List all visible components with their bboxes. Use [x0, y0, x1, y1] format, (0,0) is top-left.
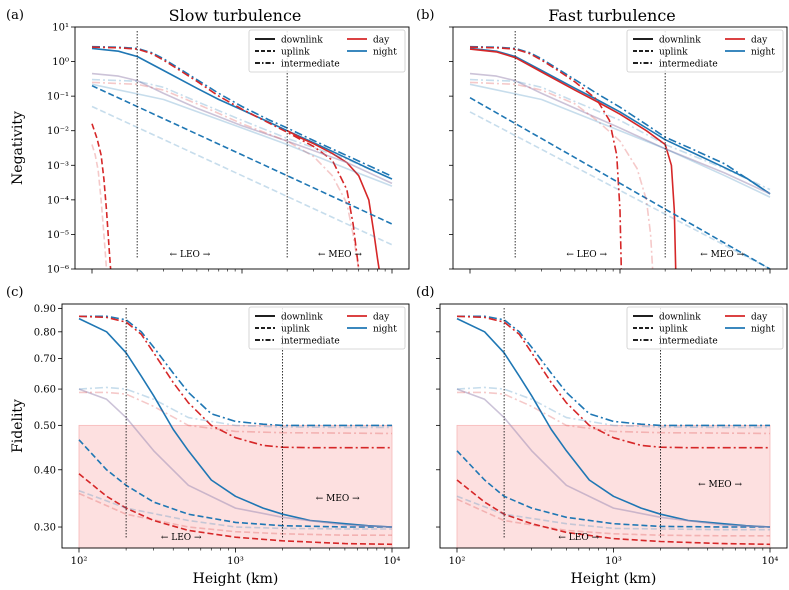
legend-label: night	[751, 325, 775, 335]
legend-label: uplink	[659, 48, 688, 58]
region-label: ← LEO →	[170, 250, 211, 260]
y-tick-label: 10⁻²	[47, 126, 69, 137]
y-tick-label: 10⁻¹	[47, 92, 69, 103]
legend: downlink uplink intermediate day night	[627, 30, 783, 72]
legend-label: day	[373, 313, 390, 323]
y-tick-label: 10⁰	[52, 57, 69, 68]
legend-label: intermediate	[659, 337, 718, 347]
y-tick-label: 0.90	[34, 304, 56, 315]
legend-label: uplink	[281, 48, 310, 58]
legend-label: day	[373, 36, 390, 46]
y-tick-label: 0.50	[34, 421, 56, 432]
panel-title: Fast turbulence	[548, 6, 676, 25]
series-uplink-day-faded-	[92, 145, 107, 270]
legend-label: night	[373, 48, 397, 58]
region-label: ← MEO →	[316, 494, 360, 504]
series-downlink-night-faded-	[92, 84, 392, 186]
region-label: ← MEO →	[698, 480, 742, 490]
series-intermediate-day	[92, 47, 359, 269]
y-tick-label: 10⁻⁵	[47, 230, 69, 241]
y-tick-label: 0.70	[34, 354, 56, 365]
x-tick-label: 10³	[605, 556, 622, 567]
y-tick-label: 10⁻⁶	[47, 265, 69, 276]
region-label: ← MEO →	[318, 250, 362, 260]
x-axis-label: Height (km)	[571, 571, 657, 587]
panel-b: ← LEO → ← MEO → (b) Fast turbulence downlink…	[416, 6, 787, 274]
legend-label: night	[373, 325, 397, 335]
series-intermediate-day-faded-	[92, 82, 359, 269]
legend-label: downlink	[659, 313, 701, 323]
panel-d: ← LEO → ← MEO → 10² 10³ 10⁴ (d) Height (km) dow…	[416, 285, 787, 587]
legend: downlink uplink intermediate day night	[249, 307, 405, 349]
y-tick-label: 0.80	[34, 327, 56, 338]
legend-label: downlink	[281, 36, 323, 46]
y-tick-label: 0.40	[34, 465, 56, 476]
series-downlink-day	[470, 49, 676, 269]
y-tick-label: 10⁻⁴	[47, 195, 69, 206]
panel-label: (c)	[6, 285, 23, 300]
legend-label: night	[751, 48, 775, 58]
y-axis-label: Negativity	[10, 111, 26, 185]
legend-label: intermediate	[281, 337, 340, 347]
x-tick-label: 10⁴	[384, 556, 401, 567]
region-label: ← LEO →	[566, 250, 607, 260]
x-tick-label: 10²	[449, 556, 466, 567]
region-label: ← LEO →	[558, 533, 599, 543]
x-tick-label: 10⁴	[762, 556, 779, 567]
panel-c: ← LEO → ← MEO → 0.90 0.80 0.70 0.60 0.50 0.40 0.…	[6, 285, 409, 587]
figure: ← LEO → ← MEO → 10¹ 10⁰ 10⁻¹ 10⁻² 10⁻³ 10⁻⁴ 10⁻⁵…	[0, 0, 789, 590]
region-label: ← LEO →	[161, 533, 202, 543]
y-tick-label: 10¹	[52, 23, 69, 34]
y-tick-label: 0.30	[34, 523, 56, 534]
panel-label: (d)	[416, 285, 434, 300]
series-uplink-day	[92, 124, 111, 269]
legend-label: downlink	[659, 36, 701, 46]
legend: downlink uplink intermediate day night	[249, 30, 405, 72]
y-axis-label: Fidelity	[10, 399, 26, 453]
y-tick-label: 10⁻³	[47, 161, 69, 172]
legend: downlink uplink intermediate day night	[627, 307, 783, 349]
x-tick-label: 10³	[227, 556, 244, 567]
panel-title: Slow turbulence	[169, 6, 302, 25]
x-axis-label: Height (km)	[193, 571, 279, 587]
legend-label: day	[751, 36, 768, 46]
legend-label: uplink	[281, 325, 310, 335]
legend-label: intermediate	[281, 60, 340, 70]
x-tick-label: 10²	[71, 556, 88, 567]
panel-label: (a)	[6, 8, 24, 23]
legend-label: uplink	[659, 325, 688, 335]
panel-label: (b)	[416, 8, 434, 23]
y-tick-label: 0.60	[34, 385, 56, 396]
legend-label: downlink	[281, 313, 323, 323]
region-label: ← MEO →	[700, 250, 744, 260]
legend-label: intermediate	[659, 60, 718, 70]
panel-a: ← LEO → ← MEO → 10¹ 10⁰ 10⁻¹ 10⁻² 10⁻³ 10⁻⁴ 10⁻⁵…	[6, 6, 409, 276]
legend-label: day	[751, 313, 768, 323]
